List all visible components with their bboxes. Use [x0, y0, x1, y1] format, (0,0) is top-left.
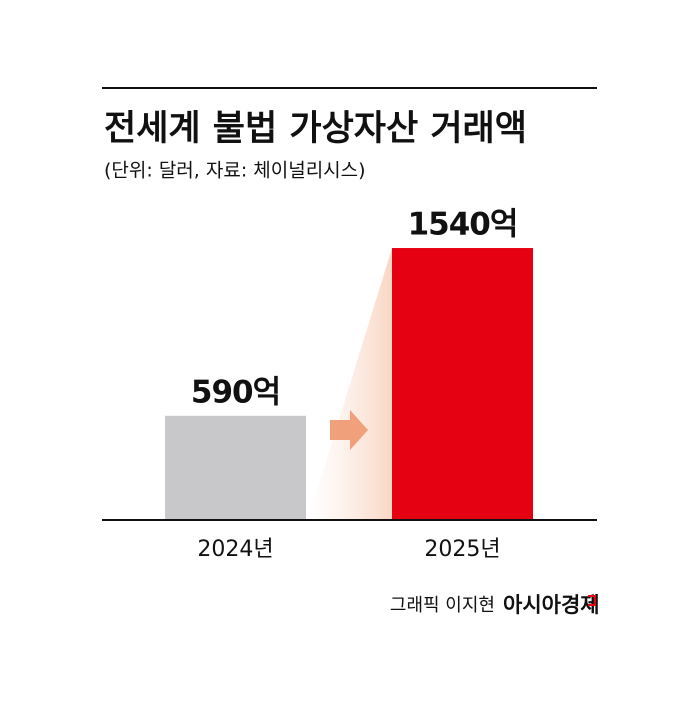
arrow [330, 410, 368, 450]
growth-fade [308, 248, 392, 520]
bars: 590억 2024년 1540억 2025년 [165, 207, 533, 562]
credit: 그래픽 이지현 [390, 595, 495, 616]
x-tick-label: 2025년 [424, 537, 500, 562]
source-brand: 아시아경제 [503, 593, 600, 617]
value-label: 1540억 [408, 207, 518, 243]
bar [392, 248, 533, 520]
chart-title: 전세계 불법 가상자산 거래액 [104, 109, 527, 149]
chart-subtitle: (단위: 달러, 자료: 체이널리시스) [104, 160, 366, 182]
value-label: 590억 [191, 374, 280, 410]
x-tick-label: 2024년 [197, 537, 273, 562]
bar [165, 415, 306, 520]
brand-mark [588, 595, 596, 606]
